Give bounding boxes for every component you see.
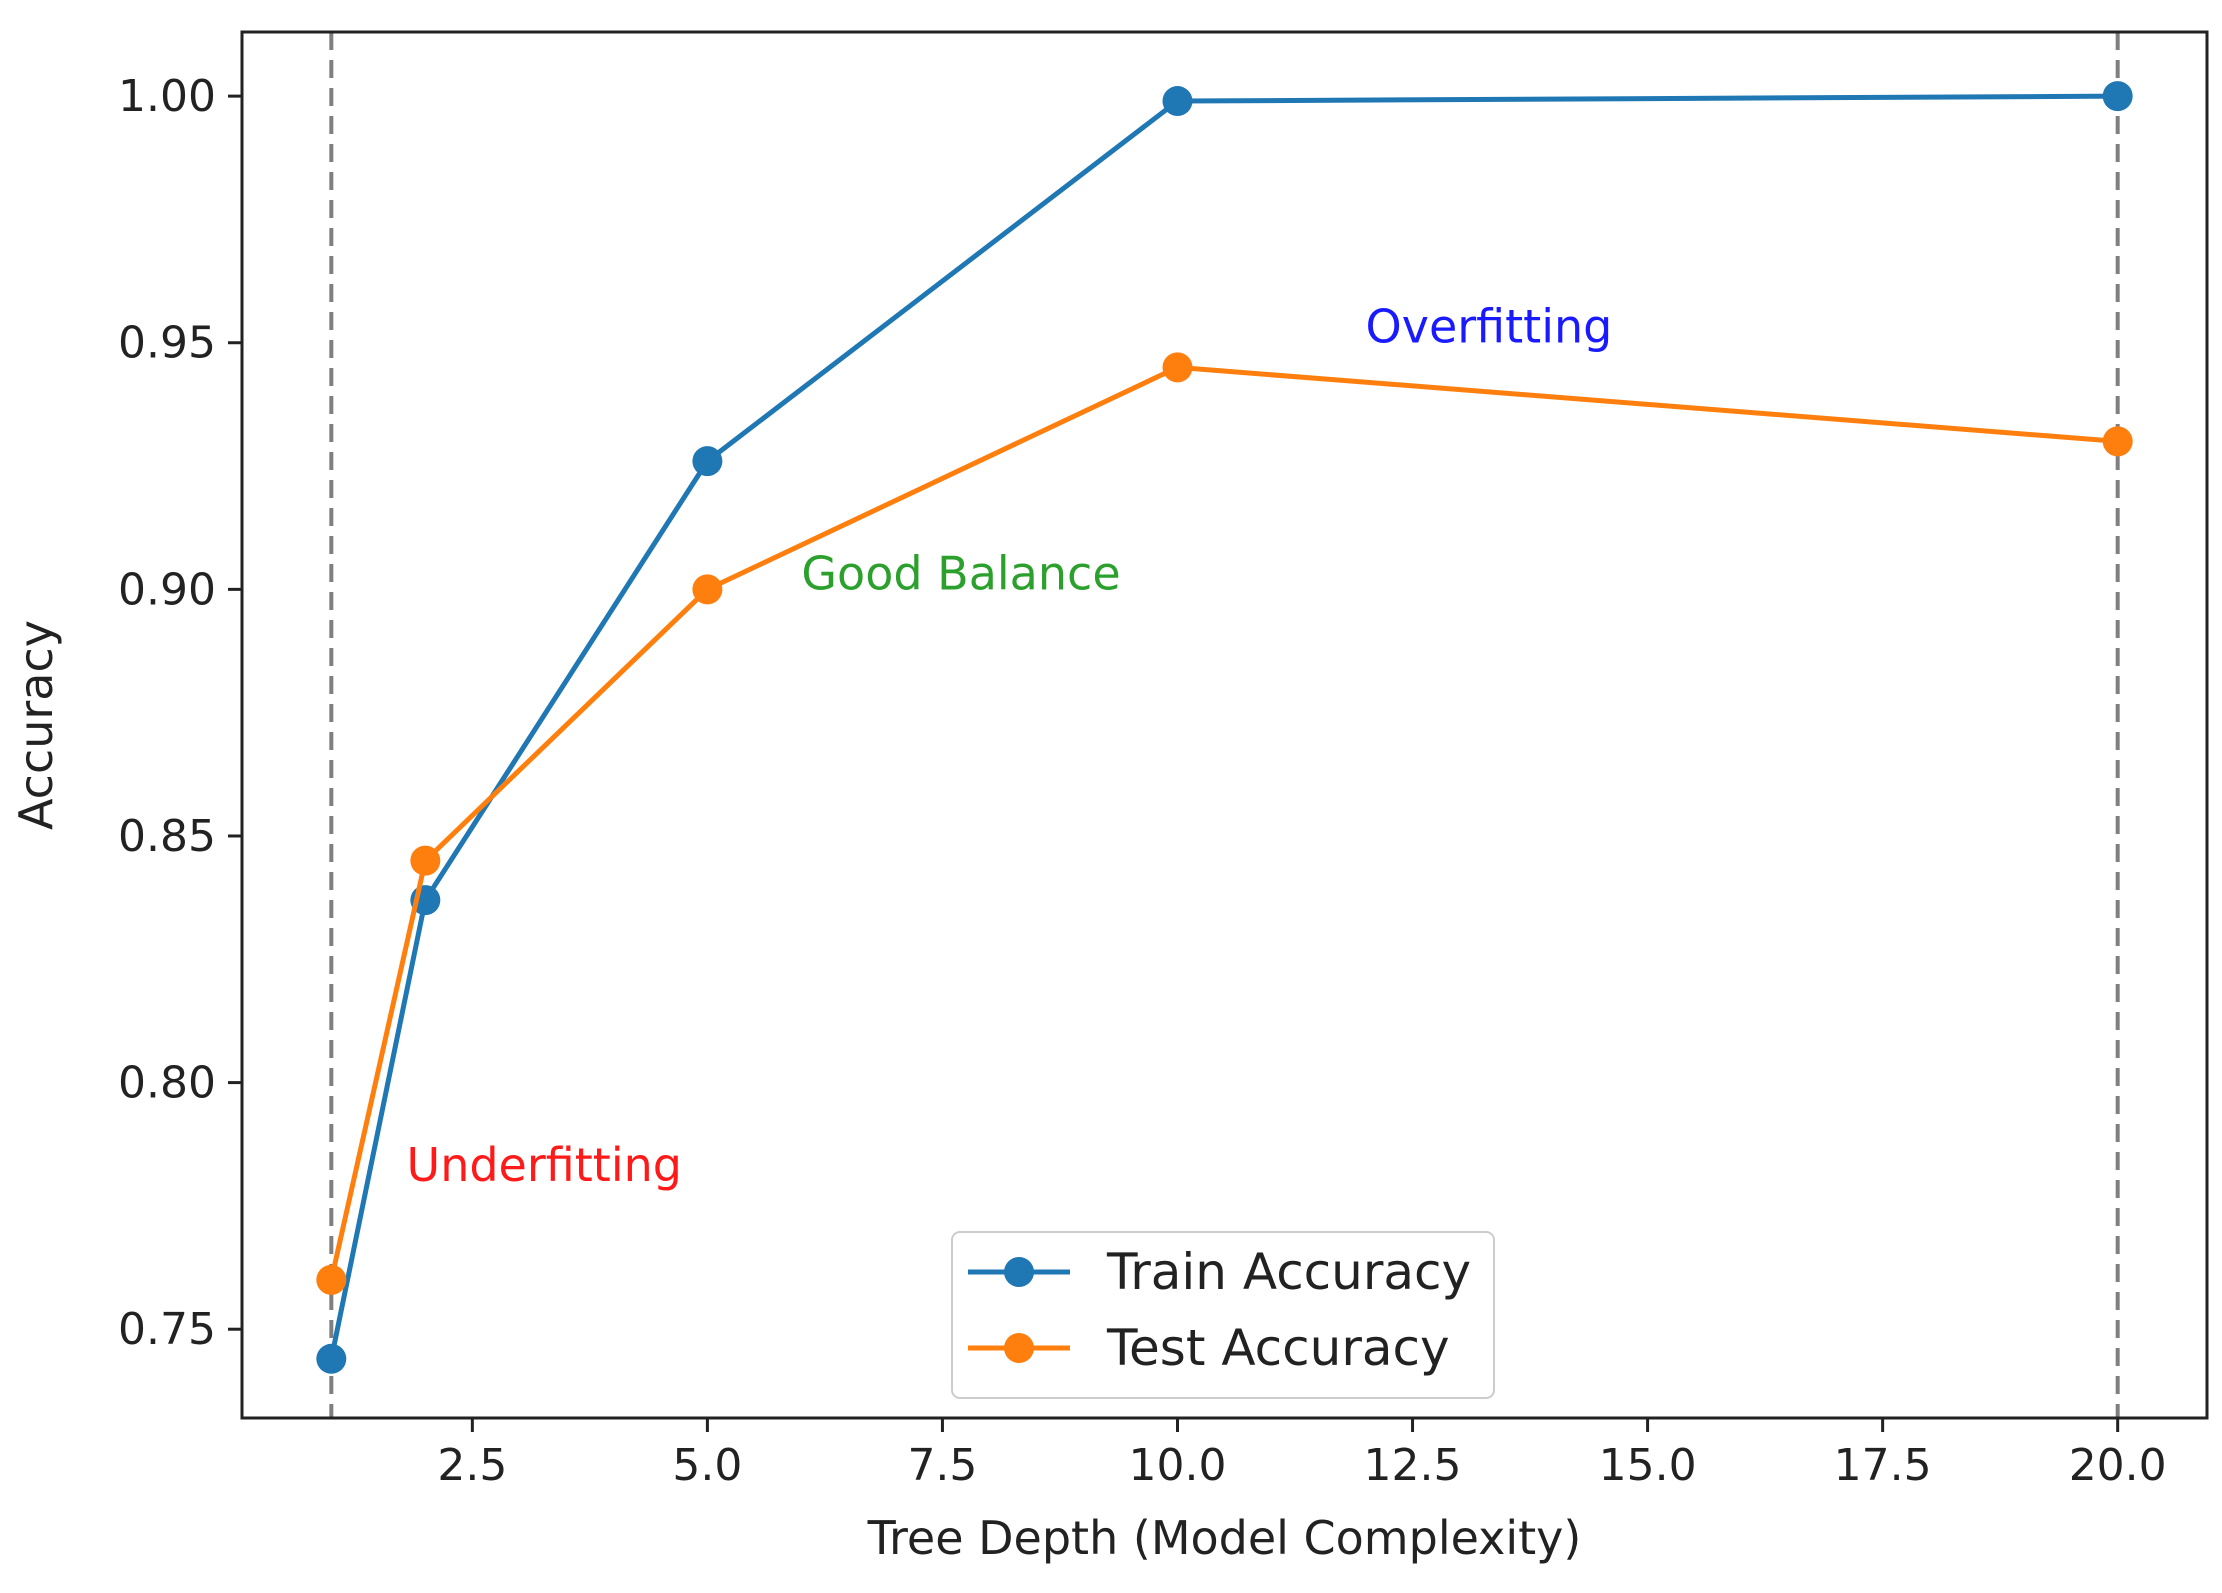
data-point xyxy=(1162,86,1193,117)
legend-label: Test Accuracy xyxy=(1106,1319,1450,1377)
data-point xyxy=(316,1264,347,1295)
data-point xyxy=(692,574,723,605)
x-tick-label: 7.5 xyxy=(907,1440,977,1491)
x-tick-label: 17.5 xyxy=(1834,1440,1932,1491)
annotation-label: Overfitting xyxy=(1366,300,1613,354)
data-point xyxy=(316,1343,347,1374)
x-tick-label: 2.5 xyxy=(437,1440,507,1491)
data-point xyxy=(410,845,441,876)
legend: Train Accuracy Test Accuracy xyxy=(951,1231,1495,1399)
legend-marker xyxy=(1004,1333,1034,1363)
y-tick-label: 1.00 xyxy=(118,71,216,122)
y-tick-label: 0.95 xyxy=(118,318,216,369)
legend-entries: Train Accuracy Test Accuracy xyxy=(968,1243,1471,1377)
x-axis-ticks: 2.5 5.0 7.5 10.0 12.5 15.0 17.5 20.0 xyxy=(437,1418,2167,1491)
series-train xyxy=(316,81,2133,1374)
x-tick-label: 5.0 xyxy=(672,1440,742,1491)
data-point xyxy=(1162,352,1193,383)
x-axis-label: Tree Depth (Model Complexity) xyxy=(867,1511,1582,1565)
vertical-reference-lines xyxy=(329,32,2120,1418)
annotations: Underfitting Good Balance Overfitting xyxy=(407,300,1613,1193)
x-tick-label: 15.0 xyxy=(1599,1440,1697,1491)
annotation-label: Underfitting xyxy=(407,1138,682,1192)
legend-box xyxy=(951,1231,1495,1399)
y-tick-label: 0.75 xyxy=(118,1304,216,1355)
annotation-label: Good Balance xyxy=(801,546,1120,600)
x-tick-label: 10.0 xyxy=(1129,1440,1227,1491)
legend-entry: Test Accuracy xyxy=(968,1319,1450,1377)
data-point xyxy=(2102,81,2133,112)
legend-marker xyxy=(1004,1257,1034,1287)
y-tick-label: 0.80 xyxy=(118,1058,216,1109)
y-axis-label: Accuracy xyxy=(9,620,63,830)
data-point xyxy=(692,446,723,477)
data-series xyxy=(316,81,2133,1374)
data-point xyxy=(2102,426,2133,457)
legend-entry: Train Accuracy xyxy=(968,1243,1471,1301)
plot-area-frame xyxy=(240,30,2209,1420)
x-tick-label: 12.5 xyxy=(1364,1440,1462,1491)
x-tick-label: 20.0 xyxy=(2069,1440,2167,1491)
legend-label: Train Accuracy xyxy=(1106,1243,1471,1301)
y-tick-label: 0.90 xyxy=(118,564,216,615)
series-test xyxy=(316,352,2133,1295)
y-tick-label: 0.85 xyxy=(118,811,216,862)
y-axis-ticks: 0.75 0.80 0.85 0.90 0.95 1.00 xyxy=(118,71,242,1355)
